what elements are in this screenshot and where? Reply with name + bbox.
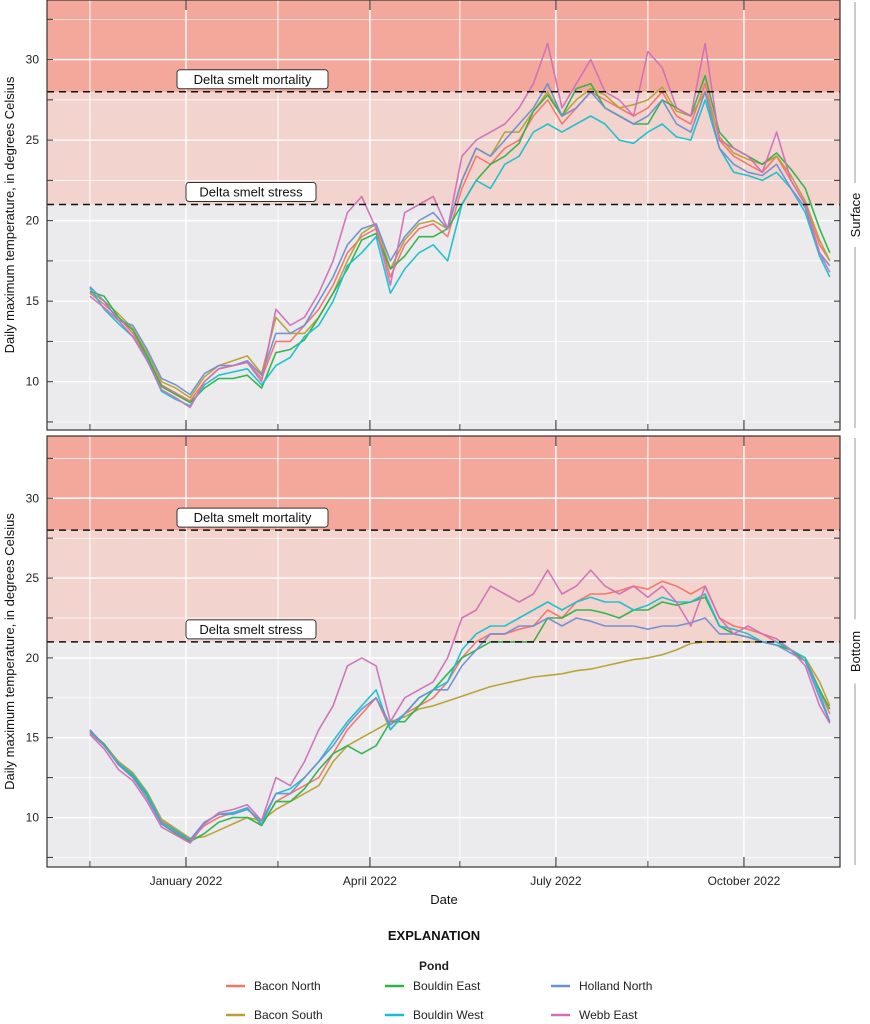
x-tick-label: April 2022 bbox=[343, 874, 397, 888]
series-webb-east bbox=[89, 569, 831, 844]
threshold-label: Delta smelt stress bbox=[199, 185, 303, 200]
threshold-label-box bbox=[176, 507, 329, 528]
y-tick-label: 15 bbox=[26, 294, 40, 308]
legend-item: Bacon South bbox=[226, 1008, 323, 1022]
panel-bottom: 10 15 20 25 30 Delta smelt mortality Delta sme… bbox=[2, 435, 864, 868]
x-tick-label: July 2022 bbox=[530, 874, 582, 888]
y-tick-label: 20 bbox=[26, 651, 40, 665]
y-tick-label: 25 bbox=[26, 133, 40, 147]
x-tick-label: January 2022 bbox=[150, 874, 223, 888]
legend-item: Webb East bbox=[551, 1008, 638, 1022]
legend: EXPLANATION Pond Bacon North Bouldin East Ho… bbox=[226, 928, 652, 1022]
legend-title: EXPLANATION bbox=[388, 928, 480, 943]
legend-label: Bacon South bbox=[254, 1008, 323, 1022]
strip-label: Bottom bbox=[848, 631, 863, 672]
strip-label: Surface bbox=[848, 193, 863, 238]
y-tick-label: 20 bbox=[26, 214, 40, 228]
legend-subtitle: Pond bbox=[419, 959, 449, 973]
stress-band bbox=[47, 91, 840, 205]
mortality-band bbox=[47, 436, 840, 531]
x-tick-label: October 2022 bbox=[708, 874, 781, 888]
stress-band bbox=[47, 530, 840, 642]
y-tick-label: 25 bbox=[26, 571, 40, 585]
strip-label-bg bbox=[846, 183, 864, 247]
y-axis-label: Daily maximum temperature, in degrees Ce… bbox=[2, 513, 17, 790]
y-tick-label: 10 bbox=[26, 375, 40, 389]
y-tick-label: 10 bbox=[26, 811, 40, 825]
legend-item: Holland North bbox=[551, 979, 652, 993]
panel-surface: 10 15 20 25 30 Delta smelt mortality Delta sme… bbox=[2, 0, 864, 431]
legend-item: Bacon North bbox=[226, 979, 321, 993]
legend-label: Bacon North bbox=[254, 979, 321, 993]
legend-label: Bouldin West bbox=[413, 1008, 484, 1022]
plot-border bbox=[46, 435, 841, 868]
series-bouldin-east bbox=[89, 596, 831, 843]
legend-label: Bouldin East bbox=[413, 979, 481, 993]
legend-label: Webb East bbox=[579, 1008, 638, 1022]
y-tick-label: 30 bbox=[26, 491, 40, 505]
plot-border bbox=[46, 0, 841, 431]
legend-item: Bouldin East bbox=[385, 979, 481, 993]
series-webb-east bbox=[89, 42, 831, 409]
y-tick-label: 30 bbox=[26, 53, 40, 67]
threshold-label: Delta smelt mortality bbox=[194, 72, 312, 87]
mortality-band bbox=[47, 0, 840, 92]
threshold-label-box bbox=[185, 182, 317, 203]
threshold-label-box bbox=[185, 619, 317, 640]
legend-label: Holland North bbox=[579, 979, 652, 993]
threshold-label: Delta smelt stress bbox=[199, 622, 303, 637]
y-tick-label: 15 bbox=[26, 731, 40, 745]
series-holland-north bbox=[89, 82, 831, 396]
y-axis-label: Daily maximum temperature, in degrees Ce… bbox=[2, 76, 17, 353]
threshold-label-box bbox=[176, 69, 329, 90]
legend-item: Bouldin West bbox=[385, 1008, 484, 1022]
threshold-label: Delta smelt mortality bbox=[194, 510, 312, 525]
x-axis-label: Date bbox=[430, 892, 457, 907]
strip-label-bg bbox=[846, 619, 864, 684]
